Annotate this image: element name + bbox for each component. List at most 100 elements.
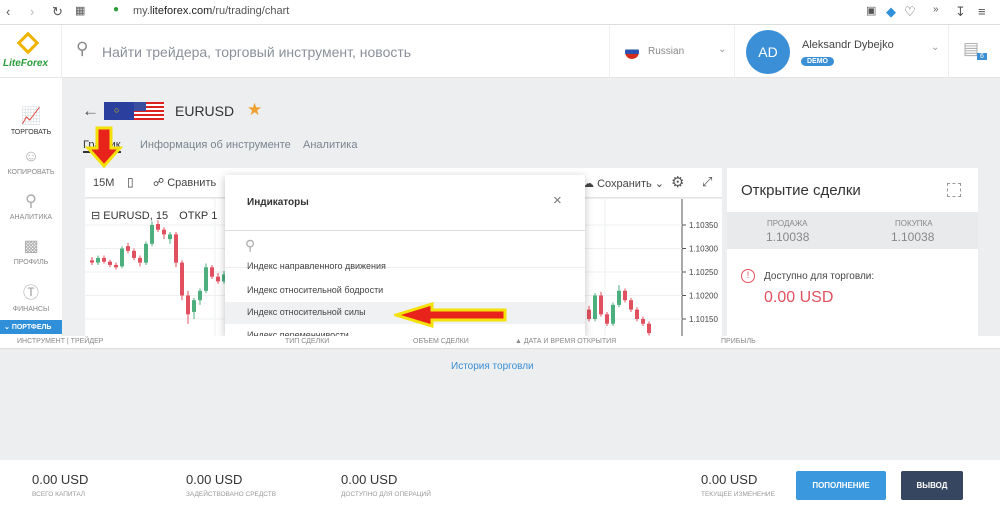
eu-flag-icon: ○ [104,102,134,120]
gear-icon[interactable]: ⚙ [671,174,685,191]
more-icon[interactable]: » [933,4,939,15]
messages-button[interactable]: ▤ 6 [948,25,1000,78]
sidebar-item-label: ТОРГОВАТЬ [10,129,52,136]
settings-icon[interactable]: ≡ [978,4,986,19]
close-icon[interactable]: × [553,192,562,209]
sidebar-item-analytics[interactable]: ⚲ АНАЛИТИКА [0,191,62,221]
tab-analytics[interactable]: Аналитика [303,139,358,151]
portfolio-toggle[interactable]: ⌄ ПОРТФЕЛЬ [0,320,62,334]
legend-interval: 15 [155,210,169,222]
heart-icon[interactable]: ♡ [904,4,916,19]
collapse-icon[interactable]: ⊟ [91,210,104,222]
sidebar-item-finance[interactable]: Ⓣ ФИНАНСЫ [0,279,62,313]
avatar[interactable]: AD [746,30,790,74]
forward-icon[interactable]: › [30,4,35,19]
candle [222,274,226,282]
column-header[interactable]: ТИП СДЕЛКИ [285,338,330,345]
save-label: Сохранить [597,178,652,190]
divider [225,230,585,231]
candle [174,234,178,263]
total-capital-label: ВСЕГО КАПИТАЛ [32,491,86,498]
demo-badge: DEMO [801,57,834,66]
sidebar: 📈 ТОРГОВАТЬ ☺ КОПИРОВАТЬ ⚲ АНАЛИТИКА ▩ ПРОФИ… [0,78,62,336]
dialog-title: Индикаторы [247,197,309,208]
current-change-label: ТЕКУЩЕЕ ИЗМЕНЕНИЕ [701,491,775,498]
indicator-item[interactable]: Индекс направленного движения [247,261,386,271]
legend-symbol: EURUSD [103,210,150,222]
sidebar-item-label: КОПИРОВАТЬ [7,169,55,176]
compare-icon: ☍ [153,177,168,189]
current-change-value: 0.00 USD [701,472,758,487]
annotation-arrow-down-icon [84,126,124,168]
reload-icon[interactable]: ↻ [52,4,63,19]
column-header[interactable]: ПРИБЫЛЬ [721,338,756,345]
portfolio-label: ПОРТФЕЛЬ [11,324,52,331]
candle [114,264,118,268]
price-tick-label: 1.10350 [689,221,718,230]
column-header[interactable]: ▲ ДАТА И ВРЕМЯ ОТКРЫТИЯ [515,338,617,345]
sidebar-item-copy[interactable]: ☺ КОПИРОВАТЬ [0,148,62,176]
candle [126,246,130,251]
user-icon: ☺ [22,148,40,165]
available-funds-value: 0.00 USD [341,472,398,487]
candle [192,300,196,312]
candle [90,260,94,263]
candle [180,262,184,296]
logo-text: LiteForex [3,58,49,69]
indicator-item[interactable]: Индекс относительной бодрости [247,285,384,295]
chevron-down-icon: ⌄ [4,324,12,331]
indicator-search-input[interactable] [265,239,565,259]
available-label: Доступно для торговли: [764,271,875,282]
sidebar-item-trade[interactable]: 📈 ТОРГОВАТЬ [0,106,62,136]
expand-icon[interactable] [947,183,961,197]
instrument-symbol: EURUSD [175,103,235,119]
quotes-bar: ПРОДАЖА 1.10038 ПОКУПКА 1.10038 [727,212,978,249]
withdraw-button[interactable]: ВЫВОД [901,471,963,500]
user-menu-chevron-icon[interactable]: ⌄ [931,42,940,53]
compare-button[interactable]: ☍ Сравнить [153,176,216,189]
trade-history-link[interactable]: История торговли [451,361,534,372]
back-icon[interactable]: ‹ [6,4,11,19]
sell-price[interactable]: 1.10038 [766,230,810,244]
buy-price[interactable]: 1.10038 [891,230,935,244]
app-header: LiteForex ⚲ Найти трейдера, торговый инс… [0,25,1000,78]
column-header[interactable]: ИНСТРУМЕНТ | ТРЕЙДЕР [17,338,104,345]
candle [629,300,633,310]
candles-icon[interactable]: ▯ [127,175,134,189]
indicator-item[interactable]: Индекс переменчивости [247,330,349,336]
divider [225,267,585,268]
search-icon: ⚲ [76,39,89,58]
logo-mark-icon [16,31,40,55]
candle [168,234,172,240]
download-icon[interactable]: ↧ [955,4,966,19]
price-tick-label: 1.10200 [689,292,718,301]
logo[interactable]: LiteForex [0,25,62,78]
sidebar-item-profile[interactable]: ▩ ПРОФИЛЬ [0,236,62,266]
sell-label: ПРОДАЖА [767,219,808,228]
interval-button[interactable]: 15M [93,177,115,189]
candle [647,323,651,334]
save-button[interactable]: ☁ Сохранить ⌄ [583,178,665,190]
available-funds-label: ДОСТУПНО ДЛЯ ОПЕРАЦИЙ [341,491,431,498]
camera-icon[interactable]: ▣ [866,5,877,17]
available-value: 0.00 USD [764,289,834,306]
address-bar[interactable]: my.liteforex.com/ru/trading/chart [133,5,290,17]
candle [204,267,208,291]
column-header[interactable]: ОБЪЕМ СДЕЛКИ [413,338,469,345]
tab-instrument-info[interactable]: Информация об инструменте [140,139,291,151]
back-arrow-icon[interactable]: ← [82,101,99,120]
shield-icon[interactable]: ◆ [886,4,896,19]
deposit-button[interactable]: ПОПОЛНЕНИЕ [796,471,886,500]
user-name[interactable]: Aleksandr Dybejko [802,39,894,51]
candle [198,290,202,301]
tabs-grid-icon[interactable]: ▦ [75,5,86,17]
search-input[interactable]: Найти трейдера, торговый инструмент, нов… [102,44,412,60]
legend-open: ОТКР 1 [179,210,218,222]
candle [599,295,603,315]
account-footer: 0.00 USD ВСЕГО КАПИТАЛ 0.00 USD ЗАДЕЙСТВ… [0,460,1000,511]
fullscreen-icon[interactable]: ⤢ [702,174,713,189]
candle [593,295,597,319]
favorite-star-icon[interactable]: ★ [247,100,263,119]
language-select[interactable]: Russian ⌄ [609,25,735,78]
cloud-icon: ☁ [583,178,598,190]
